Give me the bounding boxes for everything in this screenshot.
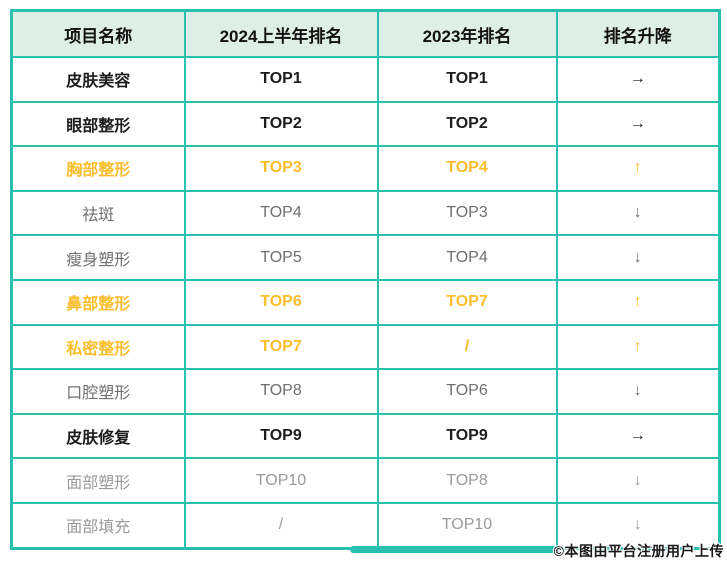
header-rank-2023: 2023年排名 xyxy=(376,9,558,58)
rank-change-arrow-icon: ↓ xyxy=(555,457,721,504)
table-header: 项目名称 2024上半年排名 2023年排名 排名升降 xyxy=(10,9,721,58)
header-rank-2024-h1: 2024上半年排名 xyxy=(183,9,379,58)
cell-rank-2024: TOP7 xyxy=(183,323,379,371)
rank-change-arrow-icon: ↑ xyxy=(555,323,721,371)
table-row: 鼻部整形 TOP6 TOP7 ↑ xyxy=(10,278,721,326)
header-row: 项目名称 2024上半年排名 2023年排名 排名升降 xyxy=(10,9,721,58)
cell-rank-2023: / xyxy=(376,323,558,371)
table-row: 眼部整形 TOP2 TOP2 → xyxy=(10,100,721,148)
table-row: 私密整形 TOP7 / ↑ xyxy=(10,323,721,371)
rank-change-arrow-icon: → xyxy=(555,56,721,103)
cell-rank-2023: TOP2 xyxy=(376,100,558,148)
rank-change-arrow-icon: ↓ xyxy=(555,189,721,237)
cell-project-name: 皮肤美容 xyxy=(10,56,186,103)
cell-rank-2024: TOP8 xyxy=(183,368,379,415)
header-rank-change: 排名升降 xyxy=(555,9,721,58)
cell-project-name: 口腔塑形 xyxy=(10,368,186,415)
cell-rank-2024: TOP6 xyxy=(183,278,379,326)
cell-project-name: 瘦身塑形 xyxy=(10,234,186,281)
cell-rank-2023: TOP8 xyxy=(376,457,558,504)
table-row: 胸部整形 TOP3 TOP4 ↑ xyxy=(10,145,721,192)
cell-rank-2024: TOP10 xyxy=(183,457,379,504)
table-row: 皮肤修复 TOP9 TOP9 → xyxy=(10,412,721,460)
ranking-table: 项目名称 2024上半年排名 2023年排名 排名升降 皮肤美容 TOP1 TO… xyxy=(10,9,721,550)
watermark-text: ©本图由平台注册用户上传 xyxy=(553,543,724,559)
table-row: 祛斑 TOP4 TOP3 ↓ xyxy=(10,189,721,237)
cell-project-name: 面部塑形 xyxy=(10,457,186,504)
table-row: 口腔塑形 TOP8 TOP6 ↓ xyxy=(10,368,721,415)
cell-rank-2023: TOP6 xyxy=(376,368,558,415)
cell-rank-2023: TOP3 xyxy=(376,189,558,237)
cell-rank-2024: TOP2 xyxy=(183,100,379,148)
cell-project-name: 眼部整形 xyxy=(10,100,186,148)
cell-rank-2023: TOP9 xyxy=(376,412,558,460)
cell-rank-2024: / xyxy=(183,501,379,550)
bottom-accent-stroke xyxy=(350,546,558,553)
rank-change-arrow-icon: ↑ xyxy=(555,145,721,192)
table-row: 面部填充 / TOP10 ↓ xyxy=(10,501,721,550)
table-row: 皮肤美容 TOP1 TOP1 → xyxy=(10,56,721,103)
rank-change-arrow-icon: ↓ xyxy=(555,501,721,550)
cell-project-name: 皮肤修复 xyxy=(10,412,186,460)
cell-rank-2024: TOP9 xyxy=(183,412,379,460)
cell-rank-2023: TOP1 xyxy=(376,56,558,103)
cell-project-name: 祛斑 xyxy=(10,189,186,237)
cell-project-name: 胸部整形 xyxy=(10,145,186,192)
cell-rank-2023: TOP7 xyxy=(376,278,558,326)
rank-change-arrow-icon: ↓ xyxy=(555,234,721,281)
rank-change-arrow-icon: ↑ xyxy=(555,278,721,326)
rank-change-arrow-icon: ↓ xyxy=(555,368,721,415)
cell-rank-2024: TOP3 xyxy=(183,145,379,192)
cell-rank-2024: TOP1 xyxy=(183,56,379,103)
rank-change-arrow-icon: → xyxy=(555,412,721,460)
rank-change-arrow-icon: → xyxy=(555,100,721,148)
cell-rank-2024: TOP4 xyxy=(183,189,379,237)
cell-project-name: 面部填充 xyxy=(10,501,186,550)
table-row: 瘦身塑形 TOP5 TOP4 ↓ xyxy=(10,234,721,281)
header-project-name: 项目名称 xyxy=(10,9,186,58)
table-row: 面部塑形 TOP10 TOP8 ↓ xyxy=(10,457,721,504)
cell-rank-2024: TOP5 xyxy=(183,234,379,281)
cell-rank-2023: TOP4 xyxy=(376,234,558,281)
cell-project-name: 私密整形 xyxy=(10,323,186,371)
cell-rank-2023: TOP10 xyxy=(376,501,558,550)
cell-rank-2023: TOP4 xyxy=(376,145,558,192)
table-body: 皮肤美容 TOP1 TOP1 → 眼部整形 TOP2 TOP2 → 胸部整形 T… xyxy=(10,56,721,550)
cell-project-name: 鼻部整形 xyxy=(10,278,186,326)
